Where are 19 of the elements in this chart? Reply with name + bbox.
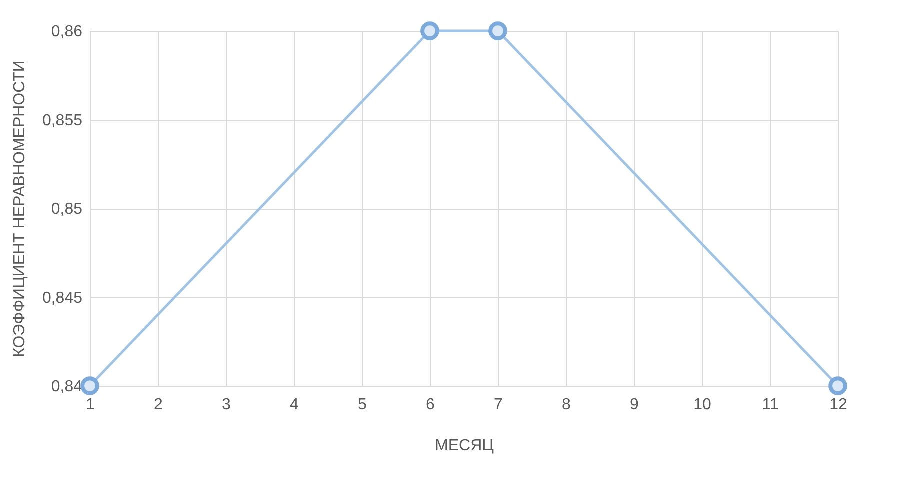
y-axis-title: КОЭФФИЦИЕНТ НЕРАВНОМЕРНОСТИ: [11, 60, 28, 358]
x-tick-label: 4: [290, 396, 300, 414]
x-tick-label: 1: [86, 396, 96, 414]
x-tick-label: 10: [694, 396, 712, 414]
x-tick-label: 8: [562, 396, 572, 414]
x-tick-label: 5: [358, 396, 368, 414]
y-tick-label: 0,85: [51, 201, 83, 218]
y-tick-label: 0,84: [51, 378, 83, 396]
x-axis-title: МЕСЯЦ: [435, 438, 494, 454]
x-tick-label: 12: [830, 396, 848, 414]
x-tick-label: 3: [222, 396, 232, 414]
y-tick-label: 0,845: [42, 290, 83, 307]
x-tick-label: 7: [494, 396, 504, 414]
x-tick-label: 6: [426, 396, 436, 414]
x-tick-label: 2: [154, 396, 164, 414]
x-tick-label: 11: [762, 396, 779, 414]
x-tick-label: 9: [630, 396, 640, 414]
y-tick-label: 0,86: [51, 24, 83, 40]
y-tick-label: 0,855: [42, 112, 83, 130]
